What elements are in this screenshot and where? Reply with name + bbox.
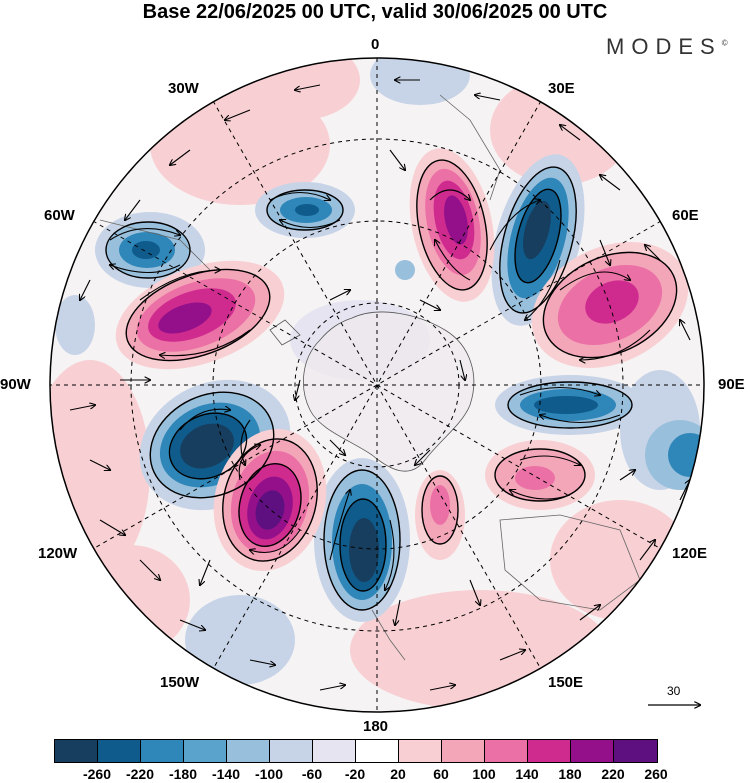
new-zealand-coastline xyxy=(371,609,406,661)
colorbar-tick-label: 180 xyxy=(558,766,582,782)
lon-label-150w: 150W xyxy=(160,674,200,691)
lon-label-30e: 30E xyxy=(548,80,575,97)
colorbar-tick-label: 60 xyxy=(433,766,449,782)
high-center xyxy=(415,470,465,560)
colorbar-tick-label: -20 xyxy=(344,766,366,782)
map-disk xyxy=(50,58,704,712)
high-center xyxy=(485,440,595,510)
lon-label-0: 0 xyxy=(371,36,380,53)
colorbar-tick-label: 100 xyxy=(472,766,496,782)
high-center xyxy=(115,260,285,370)
wind-vectors xyxy=(69,80,690,691)
colorbar-cell xyxy=(571,740,614,762)
lon-label-120w: 120W xyxy=(38,545,78,562)
lon-label-90w: 90W xyxy=(0,376,31,393)
colorbar-tick-label: -180 xyxy=(168,766,198,782)
height-contours xyxy=(105,159,678,611)
colorbar-cell xyxy=(227,740,270,762)
colorbar-cell xyxy=(55,740,98,762)
colorbar-tick-label: -100 xyxy=(254,766,284,782)
colorbar-tick-label: -260 xyxy=(82,766,112,782)
colorbar-tick-label: -220 xyxy=(125,766,155,782)
colorbar-cell xyxy=(399,740,442,762)
colorbar-cell xyxy=(313,740,356,762)
colorbar xyxy=(54,739,658,763)
low-center xyxy=(395,260,415,280)
lon-label-60e: 60E xyxy=(672,207,699,224)
australia-coastline xyxy=(499,514,641,611)
lon-label-150e: 150E xyxy=(548,674,584,691)
low-center xyxy=(645,420,704,490)
south-america-coastline xyxy=(99,219,211,271)
low-center xyxy=(314,458,410,622)
lon-label-30w: 30W xyxy=(168,80,199,97)
colorbar-cell xyxy=(141,740,184,762)
lon-label-120e: 120E xyxy=(672,545,708,562)
lon-label-90e: 90E xyxy=(718,376,745,393)
vector-scale-label: 30 xyxy=(667,684,681,698)
colorbar-cell xyxy=(614,740,657,762)
colorbar-tick-label: 20 xyxy=(390,766,406,782)
graticule xyxy=(50,58,704,712)
africa-coastline xyxy=(439,94,501,201)
colorbar-cell xyxy=(485,740,528,762)
lon-label-180: 180 xyxy=(363,718,389,735)
colorbar-cell xyxy=(356,740,399,762)
colorbar-tick-label: -60 xyxy=(301,766,323,782)
lon-label-60w: 60W xyxy=(44,207,75,224)
colorbar-tick-label: 140 xyxy=(515,766,539,782)
colorbar-cell xyxy=(184,740,227,762)
colorbar-tick-label: -140 xyxy=(211,766,241,782)
colorbar-cell xyxy=(528,740,571,762)
colorbar-tick-label: 220 xyxy=(601,766,625,782)
brand-logo: MODES© xyxy=(606,34,728,59)
map-title: Base 22/06/2025 00 UTC, valid 30/06/2025… xyxy=(142,1,608,23)
colorbar-tick-label: 260 xyxy=(644,766,668,782)
colorbar-cell xyxy=(98,740,141,762)
map-border xyxy=(49,57,705,713)
antarctica-coastline xyxy=(303,311,475,472)
colorbar-cell xyxy=(442,740,485,762)
colorbar-cell xyxy=(270,740,313,762)
positive-anomalies xyxy=(115,148,689,571)
